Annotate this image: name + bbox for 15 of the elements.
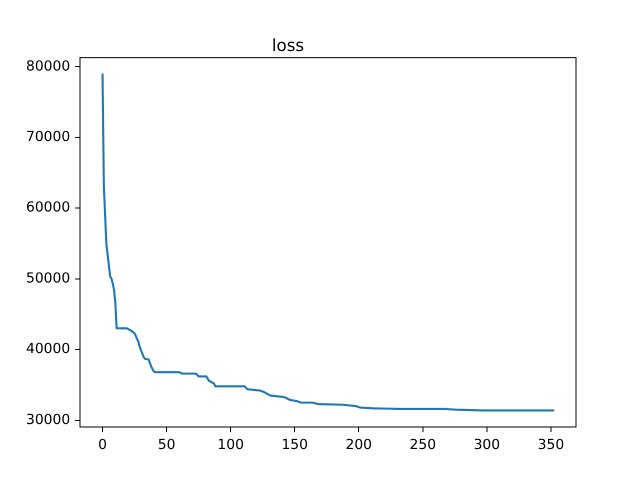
chart-title: loss bbox=[272, 34, 304, 55]
x-tick-label: 250 bbox=[410, 436, 436, 453]
y-tick-label: 50000 bbox=[26, 270, 70, 286]
x-tick-label: 200 bbox=[345, 436, 372, 453]
x-tick-label: 50 bbox=[158, 436, 176, 453]
y-tick-label: 30000 bbox=[26, 412, 70, 428]
y-tick-label: 40000 bbox=[26, 341, 70, 358]
y-tick-label: 80000 bbox=[26, 58, 70, 74]
x-tick-label: 150 bbox=[281, 436, 308, 453]
x-tick-label: 350 bbox=[538, 436, 564, 453]
y-tick-label: 60000 bbox=[26, 200, 70, 216]
x-tick-label: 300 bbox=[474, 436, 500, 453]
x-tick-label: 100 bbox=[217, 436, 244, 453]
y-tick-label: 70000 bbox=[26, 128, 70, 145]
x-tick-label: 0 bbox=[98, 436, 107, 453]
